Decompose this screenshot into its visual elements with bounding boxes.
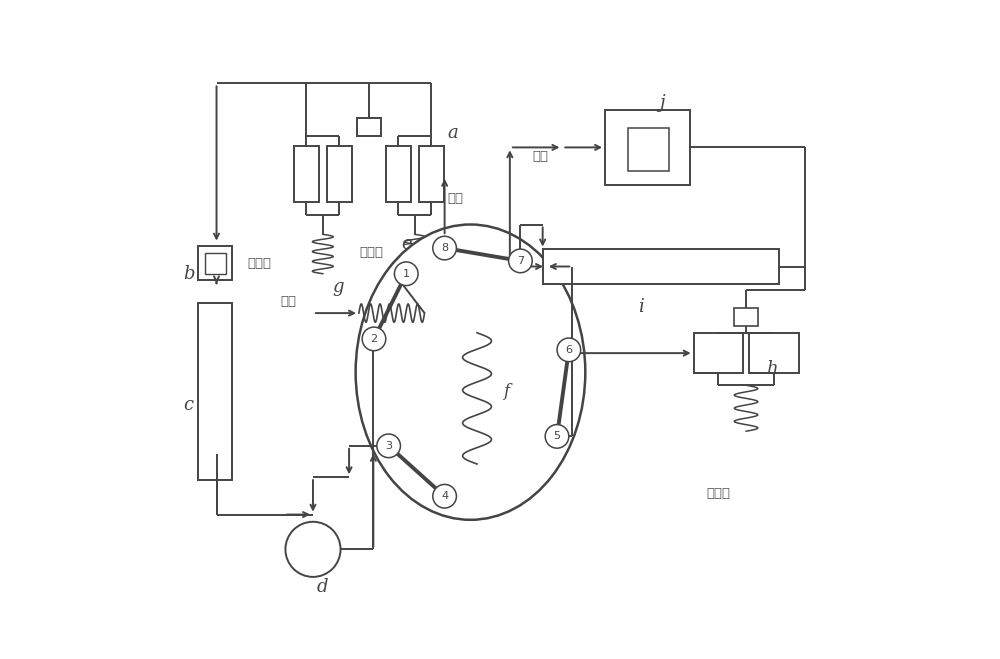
FancyBboxPatch shape xyxy=(294,146,319,202)
FancyBboxPatch shape xyxy=(205,252,226,273)
Circle shape xyxy=(557,338,581,362)
Text: 流动相: 流动相 xyxy=(247,257,271,270)
Text: h: h xyxy=(766,360,777,378)
Circle shape xyxy=(509,249,532,273)
FancyBboxPatch shape xyxy=(628,128,669,171)
Circle shape xyxy=(285,522,341,577)
Text: 5: 5 xyxy=(553,432,560,442)
FancyBboxPatch shape xyxy=(749,333,799,374)
Circle shape xyxy=(433,237,456,260)
FancyBboxPatch shape xyxy=(694,333,743,374)
Text: b: b xyxy=(184,265,195,283)
Text: g: g xyxy=(333,278,344,296)
Text: j: j xyxy=(659,94,664,112)
Text: 废液: 废液 xyxy=(280,295,296,308)
Text: 流动相: 流动相 xyxy=(707,487,731,500)
FancyBboxPatch shape xyxy=(386,146,411,202)
Circle shape xyxy=(545,424,569,448)
FancyBboxPatch shape xyxy=(198,303,232,480)
Text: 6: 6 xyxy=(565,345,572,355)
Text: 7: 7 xyxy=(517,256,524,266)
Text: 8: 8 xyxy=(441,243,448,253)
Text: f: f xyxy=(503,384,509,400)
Text: i: i xyxy=(638,297,644,316)
Text: 废液: 废液 xyxy=(533,150,549,163)
Text: d: d xyxy=(316,578,328,596)
Ellipse shape xyxy=(356,225,585,520)
Circle shape xyxy=(362,327,386,351)
FancyBboxPatch shape xyxy=(198,246,232,280)
Circle shape xyxy=(377,434,400,457)
Text: e: e xyxy=(402,235,412,253)
Text: 1: 1 xyxy=(403,269,410,279)
Text: a: a xyxy=(448,124,458,142)
Circle shape xyxy=(394,262,418,285)
FancyBboxPatch shape xyxy=(734,308,758,326)
Text: 4: 4 xyxy=(441,491,448,501)
Text: 3: 3 xyxy=(385,441,392,451)
FancyBboxPatch shape xyxy=(419,146,444,202)
FancyBboxPatch shape xyxy=(605,109,690,185)
Text: 流动相: 流动相 xyxy=(359,246,383,259)
FancyBboxPatch shape xyxy=(357,117,381,136)
FancyBboxPatch shape xyxy=(543,250,779,283)
Text: 2: 2 xyxy=(370,334,378,344)
Text: c: c xyxy=(184,396,194,414)
Circle shape xyxy=(433,484,456,508)
FancyBboxPatch shape xyxy=(327,146,352,202)
Text: 废液: 废液 xyxy=(448,192,464,204)
